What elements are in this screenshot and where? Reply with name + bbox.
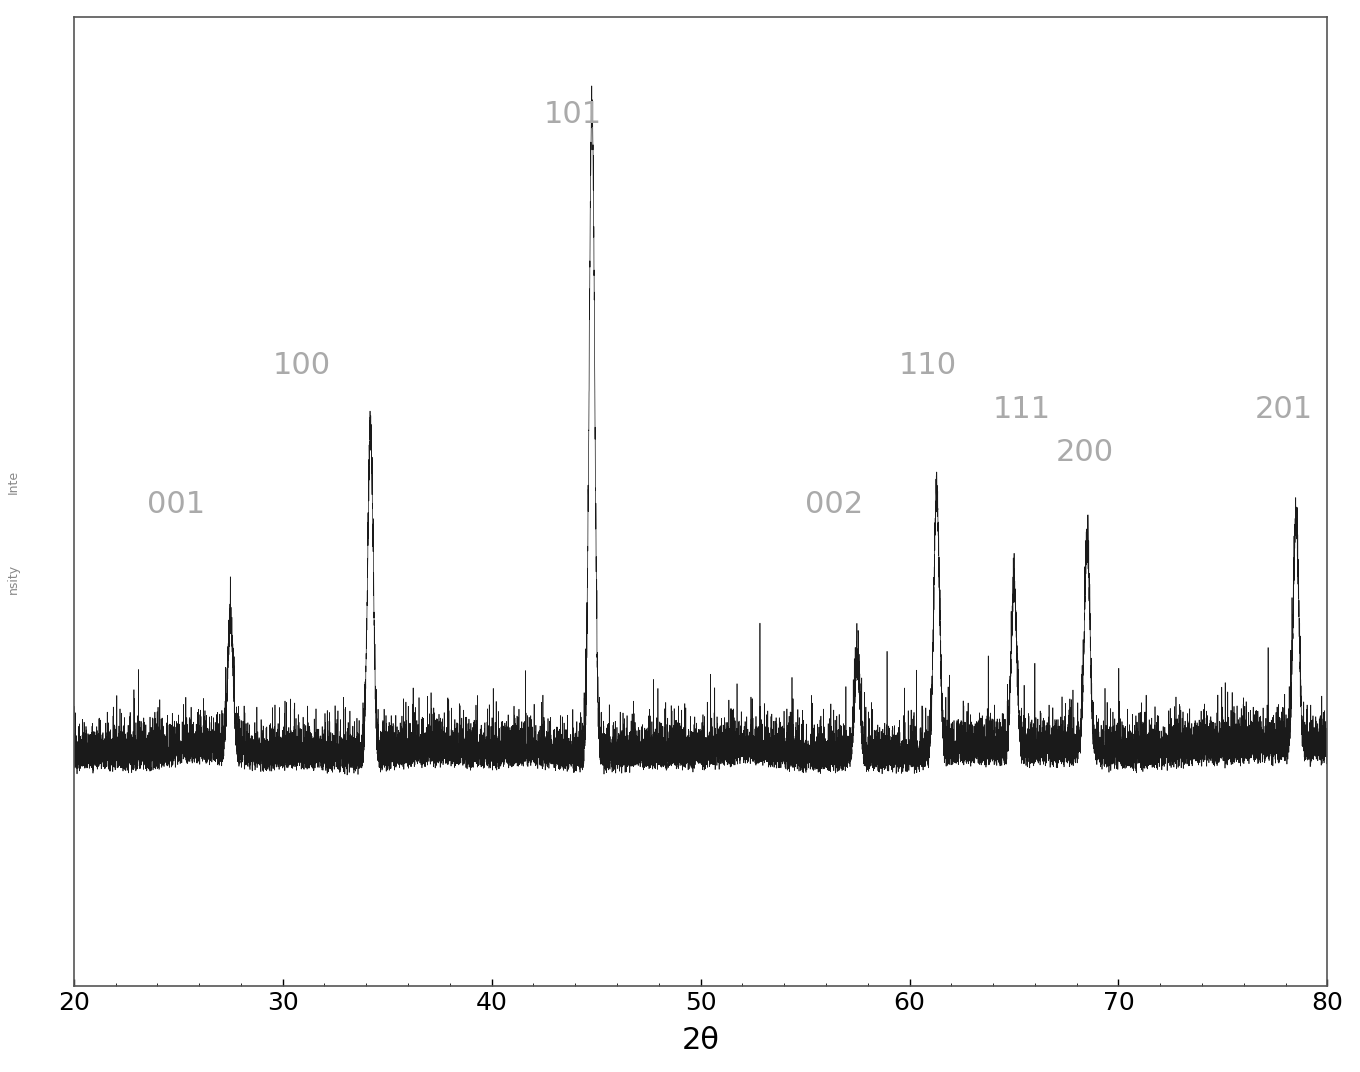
Text: 200: 200 xyxy=(1055,437,1114,467)
Text: 201: 201 xyxy=(1254,394,1312,423)
X-axis label: 2θ: 2θ xyxy=(681,1026,719,1055)
Text: nsity: nsity xyxy=(7,564,20,594)
Text: Inte: Inte xyxy=(7,470,20,494)
Text: 001: 001 xyxy=(147,490,205,519)
Text: 110: 110 xyxy=(899,352,957,381)
Text: 111: 111 xyxy=(993,394,1051,423)
Text: 002: 002 xyxy=(805,490,864,519)
Text: 100: 100 xyxy=(272,352,330,381)
Text: 101: 101 xyxy=(544,100,602,130)
